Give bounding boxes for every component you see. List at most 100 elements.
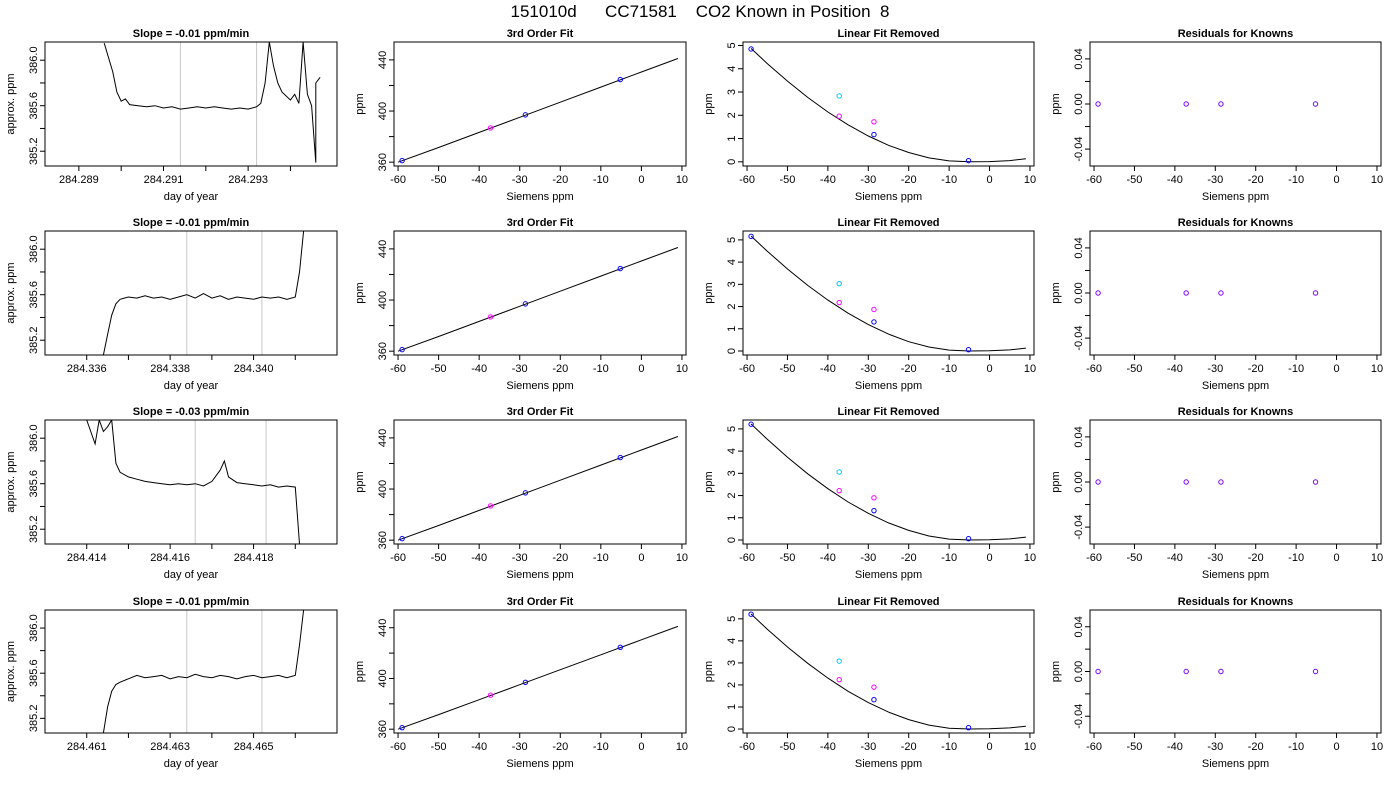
y-axis-label: ppm (1050, 661, 1062, 682)
y-axis-label: ppm (354, 661, 366, 682)
panel-title: Linear Fit Removed (837, 28, 939, 40)
data-point (487, 125, 494, 131)
y-tick-label: 1 (726, 326, 738, 332)
data-point (748, 421, 754, 427)
x-tick-label: -50 (431, 363, 447, 375)
y-tick-label: 0.00 (1073, 93, 1085, 114)
plot-area (748, 421, 1026, 542)
y-tick-label: 2 (726, 682, 738, 688)
x-tick-label: -40 (820, 363, 836, 375)
y-tick-label: 400 (377, 480, 389, 498)
x-tick-label: -30 (860, 363, 876, 375)
plot-area (397, 436, 679, 542)
x-tick-label: -30 (1207, 741, 1223, 753)
x-tick-label: -20 (1248, 741, 1264, 753)
y-tick-label: 5 (726, 616, 738, 622)
x-tick-label: 0 (986, 174, 992, 186)
y-tick-label: 385.6 (28, 92, 40, 120)
data-point (1095, 668, 1101, 675)
plot-area (1095, 290, 1319, 296)
panel-title: 3rd Order Fit (507, 596, 574, 608)
panel-r3-c3: Residuals for Knowns -60 -50 -40 -30 -20 -10 0 1… (1050, 596, 1383, 770)
panel-r2-c3: Residuals for Knowns -60 -50 -40 -30 -20 -10 0 1… (1050, 406, 1383, 581)
x-tick-label: 0 (638, 363, 644, 375)
plot-frame (393, 419, 687, 545)
x-tick-label: -40 (820, 174, 836, 186)
x-tick-label: 10 (676, 174, 688, 186)
x-tick-label: -20 (552, 552, 568, 564)
x-tick-label: -60 (390, 174, 406, 186)
x-tick-label: -50 (431, 174, 447, 186)
data-point (1312, 479, 1319, 485)
x-tick-label: 10 (1371, 363, 1383, 375)
y-tick-label: 3 (726, 470, 738, 476)
x-tick-label: 284.340 (234, 363, 274, 375)
series-line (103, 42, 321, 163)
plot-frame (742, 230, 1035, 356)
x-tick-label: -40 (1167, 363, 1183, 375)
data-point (1218, 668, 1224, 675)
x-tick-label: 0 (638, 174, 644, 186)
series-line (102, 610, 305, 733)
x-axis-label: day of year (164, 569, 219, 581)
y-tick-label: 2 (726, 492, 738, 498)
plot-area (748, 46, 1026, 164)
x-tick-label: -60 (1086, 552, 1102, 564)
x-tick-label: -40 (1167, 552, 1183, 564)
x-tick-label: 10 (676, 552, 688, 564)
y-tick-label: 4 (726, 259, 738, 265)
x-tick-label: -50 (780, 552, 796, 564)
data-point (871, 495, 877, 501)
panel-r2-c1: 3rd Order Fit -60 -50 -40 -30 -20 -10 0 10 360 400… (354, 406, 688, 581)
x-tick-label: 0 (1333, 174, 1339, 186)
data-point (487, 503, 494, 509)
data-point (1095, 479, 1101, 485)
y-tick-label: 4 (726, 66, 738, 72)
data-point (1218, 479, 1224, 485)
plot-area (103, 42, 321, 163)
series-line (102, 231, 305, 355)
panel-r1-c0: Slope = -0.01 ppm/min 284.336 284.338 284.3… (5, 217, 338, 392)
y-tick-label: 385.2 (28, 705, 40, 733)
x-axis-label: Siemens ppm (506, 758, 573, 770)
plot-area (397, 625, 679, 731)
x-tick-label: -30 (512, 363, 528, 375)
x-tick-label: -40 (471, 174, 487, 186)
x-tick-label: -20 (901, 363, 917, 375)
x-axis-label: Siemens ppm (855, 758, 922, 770)
x-tick-label: 284.336 (67, 363, 107, 375)
data-point (965, 346, 972, 353)
x-tick-label: -20 (552, 741, 568, 753)
x-tick-label: 284.289 (59, 174, 99, 186)
x-tick-label: 10 (1371, 174, 1383, 186)
y-tick-label: 360 (377, 720, 389, 738)
y-tick-label: 385.2 (28, 515, 40, 543)
y-tick-label: 0.00 (1073, 282, 1085, 303)
x-tick-label: -60 (390, 552, 406, 564)
x-tick-label: -10 (593, 741, 609, 753)
plot-frame (742, 609, 1035, 734)
x-tick-label: 284.293 (228, 174, 268, 186)
data-point (1095, 290, 1101, 296)
plot-area (1095, 479, 1319, 485)
panel-title: Residuals for Knowns (1178, 217, 1294, 229)
data-point (871, 319, 877, 325)
y-tick-label: 0.04 (1073, 426, 1085, 447)
data-point (836, 658, 842, 664)
y-tick-label: 440 (377, 429, 389, 447)
data-point (965, 725, 972, 731)
x-tick-label: -30 (512, 174, 528, 186)
y-tick-label: 440 (377, 240, 389, 258)
x-tick-label: -10 (1288, 174, 1304, 186)
x-axis-label: Siemens ppm (1202, 191, 1269, 203)
x-tick-label: -10 (1288, 552, 1304, 564)
y-tick-label: 3 (726, 281, 738, 287)
y-tick-label: 0.00 (1073, 471, 1085, 492)
data-point (1183, 290, 1189, 296)
y-tick-label: -0.04 (1073, 704, 1085, 729)
y-axis-label: ppm (703, 282, 715, 303)
x-tick-label: 10 (676, 363, 688, 375)
data-point (871, 119, 877, 125)
y-tick-label: 385.6 (28, 281, 40, 309)
